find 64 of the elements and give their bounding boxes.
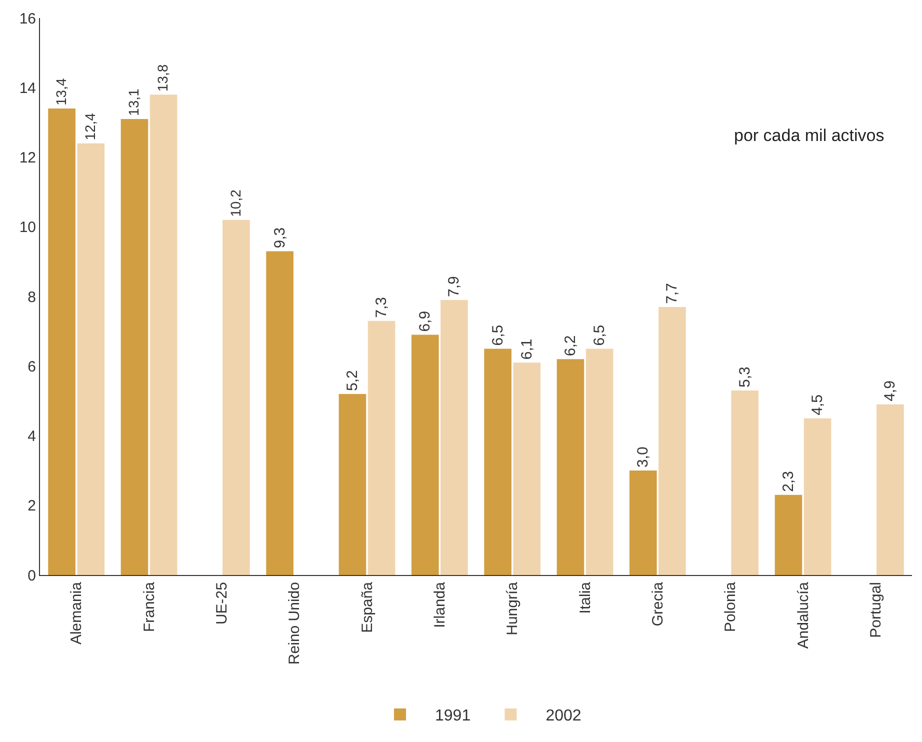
- x-tick-label: Polonia: [722, 581, 740, 632]
- bar: [120, 118, 148, 575]
- x-tick-label: Reino Unido: [286, 582, 304, 665]
- bar: [338, 394, 366, 575]
- data-label: 12,4: [82, 112, 98, 140]
- data-label: 6,5: [591, 324, 608, 346]
- x-tick-label: Grecia: [650, 581, 667, 626]
- data-label: 5,3: [736, 366, 754, 388]
- data-label: 13,4: [53, 78, 70, 106]
- y-tick-label: 16: [19, 10, 36, 28]
- bar: [266, 251, 294, 575]
- y-tick-label: 6: [28, 358, 36, 376]
- bar: [440, 300, 468, 575]
- bar: [411, 334, 439, 575]
- y-tick-label: 8: [28, 288, 36, 306]
- bar: [658, 306, 686, 575]
- bar: [629, 470, 657, 575]
- y-tick-label: 14: [19, 80, 36, 97]
- data-label: 4,9: [882, 380, 899, 402]
- y-tick-label: 4: [28, 428, 36, 445]
- legend-label: 1991: [435, 708, 471, 725]
- data-label: 10,2: [227, 189, 244, 217]
- legend-label: 2002: [546, 708, 582, 725]
- bar: [48, 108, 76, 575]
- data-label: 13,8: [154, 64, 171, 92]
- bar: [731, 390, 759, 575]
- data-label: 2,3: [780, 471, 797, 492]
- x-tick-label: Francia: [140, 581, 158, 632]
- data-label: 7,3: [373, 297, 390, 318]
- bar: [484, 348, 512, 575]
- x-tick-label: Portugal: [868, 582, 885, 638]
- data-label: 6,2: [562, 335, 579, 356]
- bar: [513, 362, 541, 575]
- bar: [77, 143, 105, 575]
- bar: [774, 494, 802, 575]
- data-label: 6,5: [489, 324, 506, 346]
- x-tick-label: España: [358, 581, 376, 633]
- y-tick-label: 12: [19, 150, 36, 166]
- x-tick-label: UE-25: [214, 582, 231, 625]
- x-tick-label: Italia: [576, 581, 594, 614]
- annotation: por cada mil activos: [734, 126, 884, 145]
- bar: [876, 404, 904, 575]
- data-label: 6,9: [416, 310, 434, 332]
- bar: [804, 418, 832, 575]
- data-label: 3,0: [634, 446, 652, 468]
- data-label: 9,3: [271, 227, 288, 248]
- data-label: 6,1: [518, 338, 536, 360]
- x-tick-label: Andalucía: [794, 581, 812, 649]
- x-tick-label: Irlanda: [432, 581, 449, 628]
- bar: [556, 359, 584, 575]
- data-label: 7,7: [664, 283, 681, 304]
- y-tick-label: 2: [28, 498, 36, 515]
- data-label: 4,5: [809, 394, 826, 416]
- x-tick-label: Hungría: [504, 581, 522, 636]
- data-label: 7,9: [446, 276, 463, 297]
- y-tick-label: 10: [19, 219, 36, 236]
- bar: [586, 348, 614, 575]
- y-tick-label: 0: [28, 567, 36, 584]
- bar: [368, 320, 396, 575]
- bar: [222, 220, 250, 575]
- x-tick-label: Alemania: [68, 581, 86, 645]
- data-label: 5,2: [344, 370, 361, 391]
- data-label: 13,1: [126, 88, 142, 116]
- bar: [150, 94, 178, 575]
